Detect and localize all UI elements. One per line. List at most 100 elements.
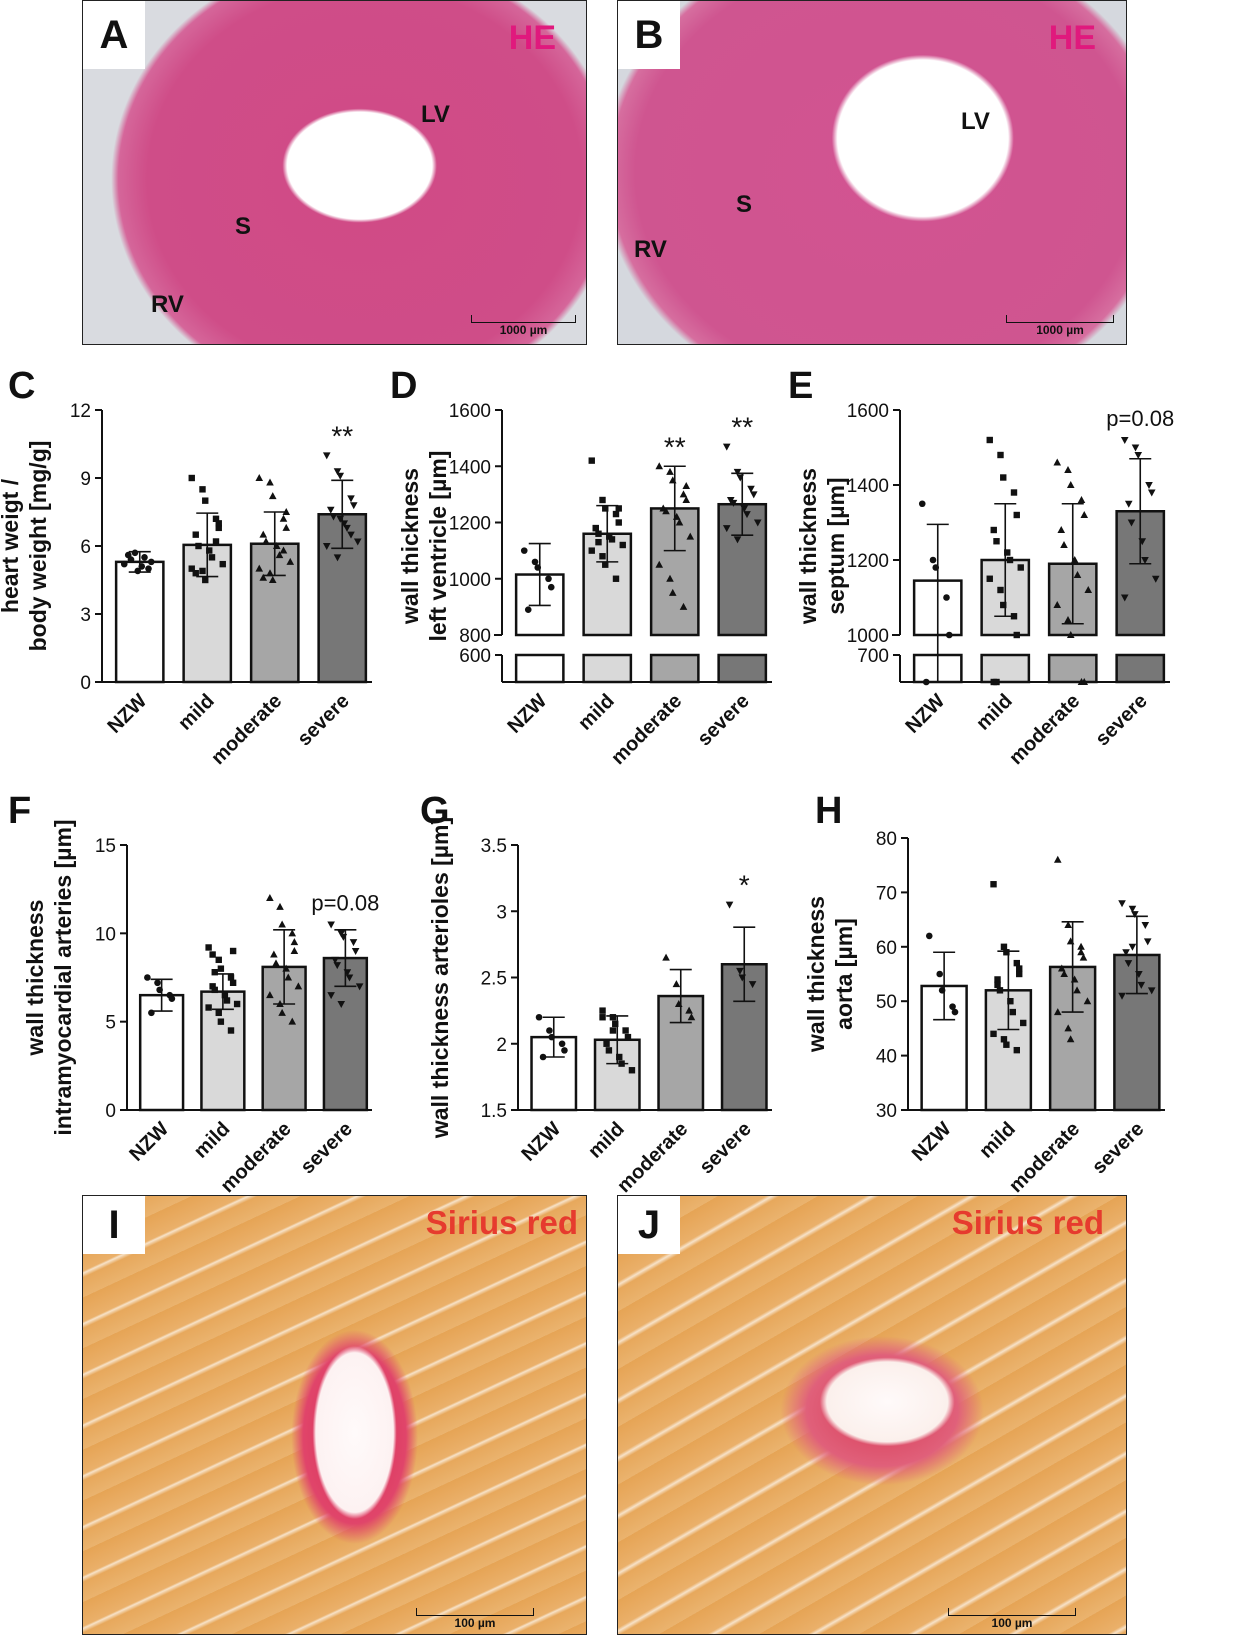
panel-letter-j: J: [618, 1196, 680, 1254]
data-point: [145, 565, 152, 572]
data-point: [282, 508, 291, 515]
data-point: [1000, 943, 1008, 950]
data-point: [599, 1007, 606, 1014]
data-point: [1077, 496, 1086, 503]
data-point: [215, 956, 222, 964]
data-point: [1127, 519, 1136, 527]
data-point: [1006, 556, 1014, 564]
data-point: [679, 602, 688, 610]
data-point: [1013, 959, 1020, 967]
x-tick-label: moderate: [1005, 690, 1084, 769]
data-point: [1000, 601, 1007, 609]
data-point: [616, 1053, 623, 1061]
data-point: [282, 964, 290, 972]
data-point: [141, 554, 148, 561]
data-point: [339, 933, 348, 941]
data-point: [1066, 937, 1075, 945]
data-point: [333, 962, 342, 970]
data-point: [1134, 452, 1143, 459]
data-point: [120, 560, 128, 568]
data-point: [276, 902, 284, 910]
data-point: [682, 481, 691, 489]
y-tick-label: 1600: [449, 401, 491, 422]
y-tick-label: 700: [857, 646, 889, 667]
data-point: [278, 1008, 286, 1016]
data-point: [548, 1033, 556, 1041]
x-tick-label: NZW: [902, 690, 950, 738]
y-axis-label: intramyocardial arteries [µm]: [50, 819, 76, 1135]
data-point: [599, 496, 606, 504]
data-point: [945, 631, 953, 639]
data-point: [211, 969, 218, 976]
region-label-lv: LV: [421, 101, 450, 128]
data-point: [1141, 922, 1150, 930]
histology-panel-b: B HE LV S RV 1000 µm: [617, 0, 1127, 345]
significance-label: p=0.08: [311, 891, 379, 916]
data-point: [1147, 987, 1156, 995]
y-tick-label: 5: [105, 1013, 116, 1034]
data-point: [994, 981, 1001, 989]
data-point: [932, 564, 940, 571]
data-point: [943, 594, 950, 601]
data-point: [233, 1000, 241, 1008]
data-point: [738, 974, 747, 982]
data-point: [1053, 601, 1062, 608]
data-point: [294, 982, 303, 990]
data-point: [259, 530, 268, 538]
x-tick-label: moderate: [607, 690, 686, 769]
data-point: [599, 1014, 606, 1021]
data-point: [278, 920, 286, 928]
scale-bar-i: 100 µm: [416, 1606, 534, 1630]
data-point: [749, 491, 758, 499]
y-tick-label: 1400: [847, 476, 889, 497]
data-point: [539, 1053, 547, 1061]
data-point: [1118, 900, 1126, 908]
y-tick-label: 30: [876, 1101, 897, 1122]
data-point: [1057, 964, 1066, 972]
data-point: [212, 538, 220, 545]
data-point: [331, 956, 339, 964]
data-point: [679, 490, 688, 498]
y-axis-label: aorta [µm]: [831, 918, 857, 1030]
data-point: [1053, 1008, 1062, 1016]
y-tick-label: 70: [876, 883, 897, 904]
data-point: [343, 524, 351, 532]
data-point: [351, 948, 360, 955]
data-point: [1131, 911, 1139, 919]
data-point: [682, 496, 691, 503]
data-point: [349, 502, 358, 510]
data-point: [1151, 575, 1160, 583]
data-point: [990, 1030, 997, 1038]
x-tick-label: NZW: [125, 1118, 173, 1166]
data-point: [1141, 557, 1149, 564]
y-axis-label: body weight [mg/g]: [25, 441, 51, 652]
data-point: [223, 997, 231, 1004]
chart-g: 1.5 2 2.5 3 3.5 wall thickness arterioles [µm…: [427, 817, 772, 1197]
chart-f: 0 5 10 15 wall thickness intramyocardial arte…: [22, 819, 379, 1197]
data-point: [666, 467, 674, 475]
bar-lower: [980, 653, 1031, 684]
x-tick-label: NZW: [518, 1118, 566, 1166]
x-tick-label: severe: [695, 1118, 755, 1178]
x-tick-label: mild: [574, 690, 619, 735]
data-point: [662, 953, 670, 961]
y-tick-label: 9: [80, 469, 91, 490]
data-point: [255, 564, 264, 572]
data-point: [259, 573, 268, 581]
y-tick-label: 6: [80, 537, 91, 558]
x-tick-label: mild: [975, 1118, 1020, 1163]
bar-lower: [1047, 653, 1098, 684]
data-point: [337, 930, 346, 938]
data-point: [619, 541, 626, 549]
data-point: [215, 1009, 222, 1017]
chart-letter-f: F: [8, 790, 32, 832]
scale-bar-b: 1000 µm: [1006, 313, 1114, 337]
data-point: [127, 556, 135, 563]
data-point: [272, 542, 281, 549]
significance-label: **: [731, 412, 753, 443]
y-tick-label: 12: [70, 401, 91, 422]
data-point: [336, 472, 345, 480]
y-tick-label: 3: [496, 902, 507, 923]
x-tick-label: moderate: [1005, 1118, 1084, 1197]
data-point: [558, 1040, 566, 1048]
